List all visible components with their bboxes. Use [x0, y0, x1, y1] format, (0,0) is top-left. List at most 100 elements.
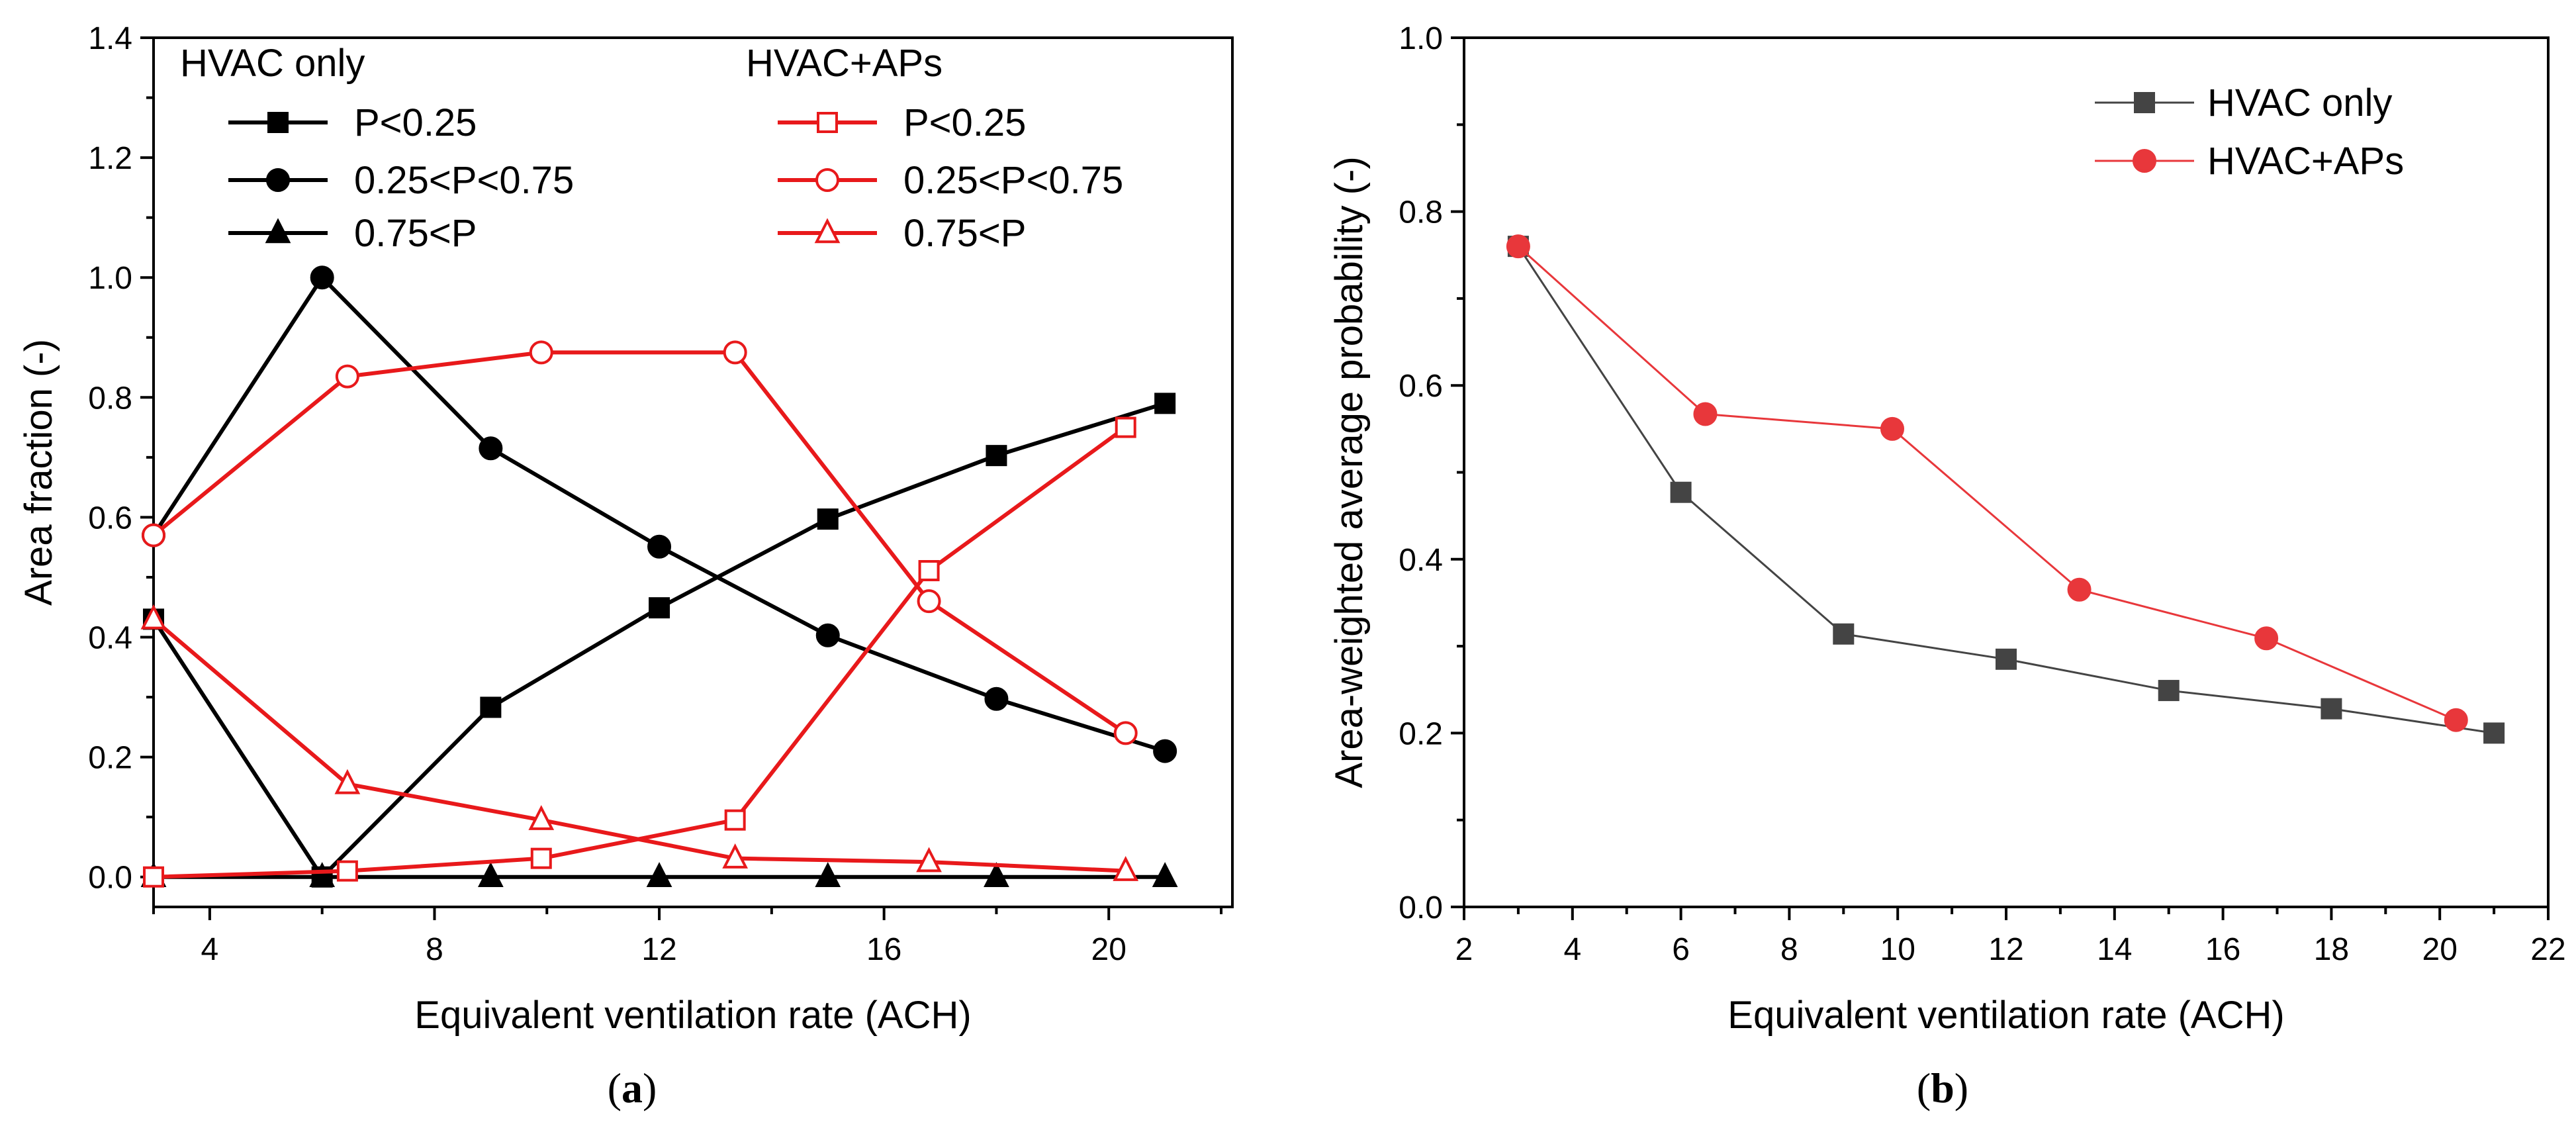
y-tick-label: 0.2: [88, 741, 132, 776]
data-point: [2321, 698, 2342, 720]
data-point: [1693, 402, 1718, 426]
data-point: [1154, 393, 1176, 414]
data-point: [646, 862, 672, 887]
legend-entry: P<0.25: [778, 101, 1026, 144]
data-point: [334, 769, 361, 794]
legend-marker: [266, 168, 290, 192]
series-1: [1506, 234, 2468, 732]
x-tick-label: 8: [426, 932, 443, 967]
legend-entry: P<0.25: [228, 101, 477, 144]
legend-marker: [817, 112, 838, 133]
legend-group-title: HVAC only: [180, 42, 365, 85]
data-point: [309, 862, 336, 887]
data-point: [1113, 721, 1138, 745]
data-point: [530, 847, 552, 869]
legend-marker: [814, 218, 841, 244]
legend-marker: [265, 218, 291, 244]
legend-label: P<0.25: [903, 101, 1026, 144]
y-tick-label: 0.8: [88, 381, 132, 416]
y-tick-label: 1.4: [88, 21, 132, 56]
data-point: [815, 862, 841, 887]
data-point: [916, 847, 942, 873]
y-tick-label: 1.0: [88, 261, 132, 296]
data-point: [1115, 416, 1136, 438]
data-point: [1833, 623, 1855, 645]
series-hvaconly-1: [142, 265, 1177, 763]
y-tick-label: 0.0: [88, 861, 132, 896]
data-point: [986, 445, 1007, 467]
x-tick-label: 4: [1563, 932, 1581, 967]
legend-label: 0.25<P<0.75: [354, 159, 574, 202]
legend-label: HVAC only: [2207, 81, 2392, 124]
data-point: [2483, 722, 2505, 744]
data-point: [142, 523, 165, 547]
data-point: [647, 534, 672, 559]
data-point: [1113, 856, 1139, 881]
legend-entry: HVAC only: [2095, 81, 2392, 124]
data-point: [310, 265, 334, 290]
legend-entry: 0.25<P<0.75: [228, 159, 574, 202]
data-point: [918, 560, 940, 582]
data-point: [649, 597, 670, 619]
x-tick-label: 12: [1988, 932, 2023, 967]
data-point: [528, 805, 555, 830]
series-0: [1507, 236, 2505, 744]
panel-label-b: (b): [1917, 1064, 1968, 1111]
data-point: [984, 862, 1009, 887]
x-tick-label: 6: [1672, 932, 1690, 967]
series-hvacaps-3: [143, 416, 1136, 888]
series-hvaconly-0: [143, 393, 1176, 888]
x-tick-label: 18: [2314, 932, 2349, 967]
legend-label: 0.75<P: [903, 212, 1026, 255]
y-tick-label: 0.4: [88, 621, 132, 656]
data-point: [917, 589, 941, 614]
data-point: [479, 436, 503, 461]
x-tick-label: 2: [1455, 932, 1473, 967]
panel-label-a: (a): [608, 1064, 657, 1111]
y-tick-label: 1.0: [1399, 21, 1443, 56]
series-hvacaps-5: [140, 604, 1139, 881]
data-point: [480, 696, 502, 718]
data-point: [1880, 416, 1905, 441]
y-tick-label: 0.2: [1399, 716, 1443, 751]
x-tick-label: 10: [1880, 932, 1915, 967]
legend-label: P<0.25: [354, 101, 477, 144]
y-tick-label: 0.4: [1399, 543, 1443, 578]
y-tick-label: 0.0: [1399, 890, 1443, 925]
y-tick-label: 0.8: [1399, 195, 1443, 230]
data-point: [2067, 577, 2092, 602]
y-axis-title: Area-weighted average probability (-): [1328, 156, 1371, 788]
x-tick-label: 22: [2530, 932, 2565, 967]
data-point: [1670, 481, 1692, 503]
data-point: [140, 604, 167, 630]
series-line: [1517, 246, 2457, 722]
data-point: [478, 862, 504, 887]
chart-panel-b: 2 4 6 8 10 12 14 16 18 20 22 0.0 0.2 0.4 0.6 0.8 1.0 Equi…: [1328, 21, 2566, 1037]
series-line: [153, 426, 1127, 879]
x-tick-label: 4: [201, 932, 219, 967]
x-tick-label: 12: [641, 932, 676, 967]
data-point: [143, 866, 164, 888]
legend-entry: 0.75<P: [778, 212, 1026, 255]
data-point: [723, 340, 747, 365]
legend-entry: HVAC+APs: [2095, 140, 2404, 183]
series-line: [152, 401, 1166, 880]
data-point: [2444, 708, 2468, 732]
data-point: [529, 340, 553, 365]
legend-label: 0.75<P: [354, 212, 477, 255]
y-tick-label: 0.6: [88, 500, 132, 536]
x-axis-title: Equivalent ventilation rate (ACH): [1727, 994, 2284, 1037]
x-tick-label: 20: [1091, 932, 1127, 967]
data-point: [1506, 234, 1530, 259]
data-point: [984, 686, 1009, 711]
x-tick-label: 14: [2097, 932, 2132, 967]
y-tick-label: 0.6: [1399, 369, 1443, 404]
data-point: [335, 364, 359, 389]
x-tick-label: 16: [2205, 932, 2240, 967]
y-tick-label: 1.2: [88, 141, 132, 176]
legend-entry: 0.25<P<0.75: [778, 159, 1123, 202]
data-point: [336, 860, 358, 882]
data-point: [724, 809, 746, 831]
x-tick-label: 8: [1780, 932, 1798, 967]
